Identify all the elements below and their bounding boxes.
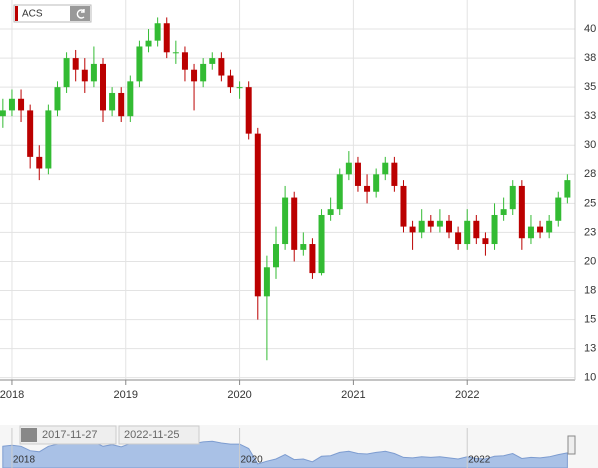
refresh-button[interactable] <box>70 6 90 21</box>
y-tick-label: 10 <box>584 372 596 384</box>
candle-body <box>181 52 188 70</box>
candle-body <box>473 220 480 239</box>
x-tick-label: 2019 <box>114 389 138 401</box>
candle-body <box>309 244 316 274</box>
candle-body <box>282 197 289 245</box>
candle-body <box>109 92 116 111</box>
symbol-label: ACS <box>22 9 43 20</box>
symbol-marker <box>15 6 18 21</box>
candle-body <box>27 110 34 157</box>
candle-body <box>127 81 134 117</box>
candle-body <box>364 185 371 192</box>
candle-body <box>446 220 453 233</box>
x-tick-label: 2022 <box>455 389 479 401</box>
x-tick-label: 2021 <box>341 389 365 401</box>
y-tick-label: 23 <box>584 226 596 238</box>
y-tick-label: 18 <box>584 284 596 296</box>
candle-body <box>145 40 152 47</box>
candle-body <box>336 174 343 210</box>
candle-body <box>418 220 425 233</box>
y-tick-label: 25 <box>584 197 596 209</box>
candle-body <box>0 110 6 117</box>
candle-body <box>236 87 243 89</box>
candle-body <box>273 244 280 268</box>
candle-body <box>455 232 462 245</box>
range-start-box[interactable] <box>19 425 117 445</box>
range-icon <box>21 428 37 442</box>
plot-area: 10 13 15 18 20 23 25 28 30 33 35 38 40 2018 2019 2020 20… <box>0 0 596 401</box>
candle-body <box>45 110 52 169</box>
candle-body <box>90 63 97 82</box>
candle-body <box>464 220 471 245</box>
candle-body <box>409 226 416 233</box>
y-tick-label: 33 <box>584 110 596 122</box>
candle-body <box>263 267 270 297</box>
candle-body <box>482 238 489 245</box>
candle-body <box>564 180 571 198</box>
refresh-icon <box>76 9 85 19</box>
x-tick-label: 2020 <box>227 389 251 401</box>
range-end-box[interactable] <box>118 425 200 445</box>
candle-body <box>254 133 261 297</box>
range-end: 2022-11-25 <box>124 429 179 441</box>
candle-body <box>491 214 498 245</box>
navigator-tick-label: 2022 <box>468 455 491 466</box>
candle-body <box>537 226 544 233</box>
candle-body <box>509 185 516 210</box>
candle-body <box>227 75 234 88</box>
candle-body <box>436 220 443 227</box>
y-tick-label: 28 <box>584 168 596 180</box>
candle-body <box>527 226 534 239</box>
candle-body <box>200 63 207 82</box>
candle-body <box>391 162 398 186</box>
y-tick-label: 13 <box>584 343 596 355</box>
y-tick-label: 20 <box>584 255 596 267</box>
navigator-tick-label: 2018 <box>13 455 36 466</box>
candle-body <box>345 162 352 175</box>
candle-body <box>218 58 225 76</box>
candle-body <box>8 98 15 111</box>
candle-body <box>318 214 325 274</box>
candle-body <box>327 209 334 215</box>
candle-body <box>154 23 161 41</box>
candle-body <box>546 220 553 233</box>
candle-body <box>81 69 88 82</box>
candle-body <box>54 87 61 111</box>
y-tick-label: 40 <box>584 23 596 35</box>
y-tick-label: 35 <box>584 81 596 93</box>
navigator-area <box>2 437 568 468</box>
navigator-handle[interactable] <box>567 435 576 455</box>
candle-body <box>555 197 562 221</box>
candle-body <box>18 98 25 111</box>
candle-body <box>291 197 298 250</box>
candle-body <box>245 87 252 134</box>
candle-body <box>427 220 434 227</box>
candle-body <box>72 58 79 70</box>
candle-body <box>518 185 525 239</box>
range-start: 2017-11-27 <box>42 429 97 441</box>
candle-body <box>373 174 380 192</box>
candle-body <box>118 92 125 117</box>
candle-body <box>36 156 43 169</box>
navigator-plot: 2018 2020 2022 <box>2 428 568 468</box>
candle-body <box>191 69 198 82</box>
candle-body <box>500 209 507 215</box>
candle-body <box>209 58 216 64</box>
x-tick-label: 2018 <box>0 389 24 401</box>
y-tick-label: 15 <box>584 313 596 325</box>
y-tick-label: 38 <box>584 52 596 64</box>
candle-body <box>172 52 179 54</box>
candle-body <box>163 23 170 53</box>
navigator-tick-label: 2020 <box>240 455 263 466</box>
candle-body <box>63 58 70 88</box>
candle-body <box>382 162 389 175</box>
y-tick-label: 30 <box>584 139 596 151</box>
candle-body <box>400 185 407 227</box>
candle-body <box>354 162 361 186</box>
candle-body <box>300 244 307 250</box>
candle-body <box>136 46 143 82</box>
candle-body <box>100 63 107 111</box>
